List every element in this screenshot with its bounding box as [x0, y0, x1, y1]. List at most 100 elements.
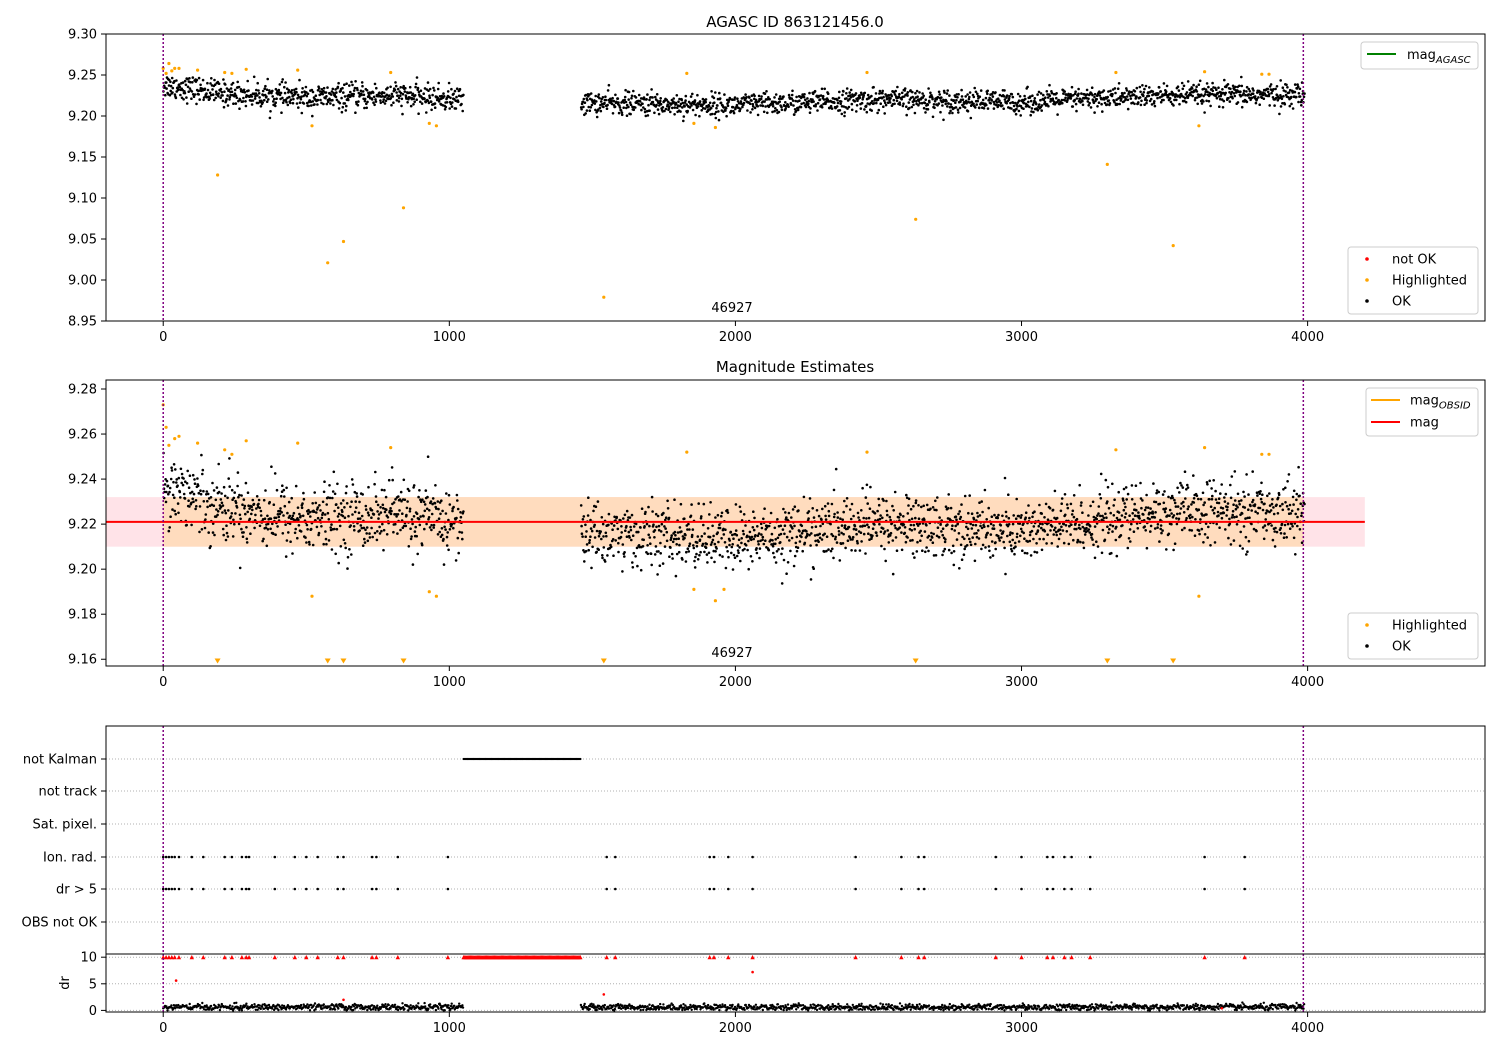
- panel1-ok-point: [1193, 98, 1197, 102]
- panel2-ok-point: [877, 503, 881, 507]
- panel2-ok-point: [883, 547, 886, 551]
- panel3-flag-point: [1070, 887, 1073, 891]
- panel1-ok-point: [1224, 91, 1227, 95]
- panel1-ok-point: [1005, 96, 1008, 99]
- panel2-ok-point: [696, 558, 700, 561]
- panel1-ok-point: [960, 88, 963, 92]
- panel2-ok-point: [1289, 512, 1293, 515]
- panel1-ok-point: [818, 98, 822, 101]
- panel2-ok-point: [1164, 507, 1168, 510]
- panel1-ok-point: [453, 89, 457, 93]
- panel1-ok-point: [939, 110, 942, 114]
- panel2-ok-point: [230, 512, 234, 515]
- panel1-ok-point: [331, 87, 335, 91]
- panel2-ok-point: [623, 551, 626, 554]
- panel1-ok-point: [1092, 101, 1096, 105]
- panel1-ok-point: [915, 102, 918, 106]
- panel2-ok-point: [445, 492, 448, 495]
- panel3-flag-point: [854, 887, 857, 891]
- panel1-ok-point: [618, 106, 622, 109]
- panel1-ok-point: [1090, 86, 1094, 89]
- panel1-highlighted-point: [865, 70, 869, 75]
- panel1-ok-point: [430, 108, 433, 112]
- panel1-xtick-label: 2000: [719, 330, 752, 345]
- panel1-ok-point: [643, 107, 647, 111]
- panel2-ok-point: [664, 518, 667, 522]
- panel2-ok-point: [1270, 524, 1273, 527]
- panel2-ok-point: [1231, 513, 1234, 517]
- panel2-ok-point: [244, 512, 247, 516]
- panel2-ok-point: [670, 534, 673, 537]
- panel1-ok-point: [1296, 83, 1299, 86]
- panel1-ok-point: [1231, 84, 1235, 88]
- panel1-ok-point: [1073, 98, 1076, 102]
- panel2-ok-point: [613, 515, 616, 519]
- panel1-ok-point: [1239, 95, 1242, 98]
- panel3-plot-area: [106, 726, 1485, 954]
- panel2-ok-point: [793, 505, 797, 509]
- panel2-ok-point: [837, 526, 840, 530]
- panel2-ok-point: [614, 539, 617, 542]
- panel1-ok-point: [1162, 98, 1165, 102]
- panel1-ok-point: [833, 101, 836, 105]
- panel1-ok-point: [729, 109, 733, 113]
- panel1-ok-point: [335, 91, 338, 94]
- panel2-ok-point: [947, 493, 950, 496]
- panel2-ok-point: [251, 508, 254, 512]
- panel2-ok-point: [417, 495, 420, 499]
- panel1-ok-point: [698, 114, 701, 118]
- panel2-ytick-label: 9.20: [68, 563, 97, 578]
- panel2-ok-point: [1099, 472, 1103, 476]
- panel2-ok-point: [1230, 475, 1234, 478]
- panel2-ok-point: [678, 526, 682, 529]
- panel1-ok-point: [598, 106, 602, 110]
- panel1-ok-point: [887, 93, 891, 97]
- panel1-ok-point: [403, 90, 407, 93]
- panel2-ok-point: [827, 509, 831, 513]
- panel2-ok-point: [165, 490, 168, 494]
- panel1-ok-point: [1129, 97, 1133, 100]
- panel1-ok-point: [1046, 96, 1050, 99]
- panel2-ok-point: [790, 516, 793, 519]
- panel1-ok-point: [974, 90, 978, 94]
- panel1-ytick-label: 9.15: [68, 151, 97, 166]
- panel1-ok-point: [849, 95, 853, 99]
- panel2-ok-point: [819, 524, 822, 528]
- panel2-ok-point: [1173, 501, 1177, 505]
- panel2-ok-point: [968, 537, 971, 541]
- panel3-flag-point: [164, 887, 168, 891]
- panel1-ok-point: [713, 101, 716, 104]
- panel1-ok-point: [243, 90, 247, 94]
- panel1-ytick-label: 9.10: [68, 192, 97, 207]
- panel2-highlighted-point: [1197, 594, 1201, 598]
- panel2-ok-point: [172, 463, 176, 466]
- panel1-highlighted-point: [296, 68, 300, 72]
- panel3-flag-point: [316, 855, 320, 859]
- panel1-ok-point: [995, 101, 999, 104]
- panel3-flag-point: [305, 855, 308, 859]
- panel1-ok-point: [1206, 90, 1209, 94]
- panel3-flag-point: [244, 855, 248, 859]
- panel1-ok-point: [744, 93, 747, 96]
- panel1-legend-subscript: AGASC: [1435, 55, 1471, 66]
- panel2-ok-point: [1117, 511, 1121, 514]
- panel2-ok-point: [452, 505, 455, 509]
- panel1-ok-point: [954, 101, 957, 104]
- panel1-ok-point: [165, 87, 168, 90]
- panel1-ok-point: [905, 113, 908, 117]
- panel1-ok-point: [1060, 98, 1064, 102]
- panel2-ok-point: [1165, 548, 1168, 551]
- panel2-ok-point: [675, 552, 679, 556]
- panel1-ok-point: [968, 95, 971, 99]
- panel1-ok-point: [929, 91, 932, 95]
- panel1-ok-point: [1218, 105, 1221, 108]
- panel2-ok-point: [1235, 523, 1239, 526]
- panel1-ok-point: [1039, 98, 1042, 102]
- panel2-ok-point: [345, 485, 348, 488]
- panel1-ok-point: [1133, 102, 1136, 106]
- panel2-ok-point: [286, 511, 289, 515]
- panel2-ok-point: [650, 563, 653, 567]
- panel1-ok-point: [700, 109, 703, 112]
- panel2-ok-point: [1247, 508, 1250, 512]
- panel2-ok-point: [984, 536, 988, 539]
